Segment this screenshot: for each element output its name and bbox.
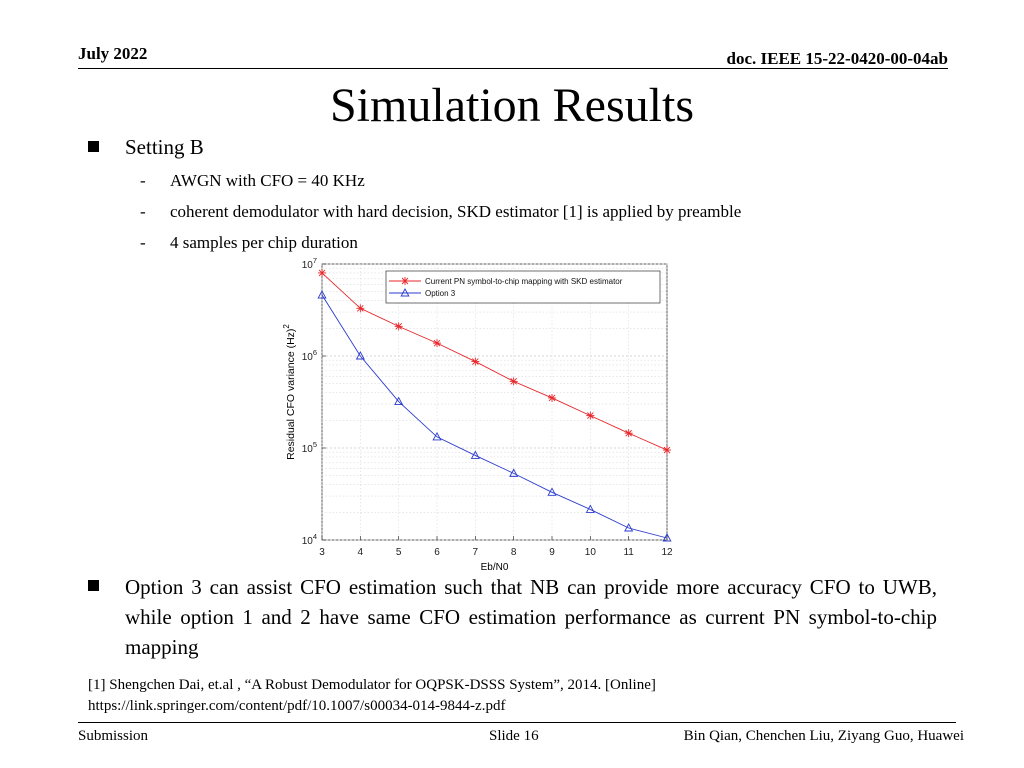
reference-citation: [1] Shengchen Dai, et.al , “A Robust Dem… — [88, 677, 656, 693]
star-stroke — [395, 323, 402, 330]
star-stroke — [510, 378, 517, 385]
series-group — [317, 268, 672, 542]
x-tick-label: 5 — [396, 547, 402, 558]
data-point-series-1 — [394, 322, 403, 331]
x-tick-label: 4 — [358, 547, 364, 558]
star-stroke — [401, 277, 409, 285]
x-tick-label: 7 — [473, 547, 479, 558]
header-divider — [78, 68, 948, 69]
x-tick-label: 11 — [623, 547, 634, 558]
x-tick-label: 3 — [319, 547, 325, 558]
star-stroke — [587, 412, 594, 419]
plot-area — [321, 263, 668, 541]
data-point-series-2 — [470, 450, 480, 459]
y-tick-exponent: 4 — [313, 532, 317, 541]
x-tick-label: 12 — [661, 547, 673, 558]
data-point-series-2 — [432, 431, 442, 441]
header-doc-id: doc. IEEE 15-22-0420-00-04ab — [726, 49, 948, 68]
y-tick-label: 105 — [302, 440, 317, 455]
data-point-series-2 — [394, 396, 404, 405]
y-tick-exponent: 7 — [313, 256, 317, 265]
data-point-series-2 — [355, 351, 365, 360]
data-point-series-1 — [663, 446, 671, 455]
footer-divider — [78, 722, 956, 723]
data-point-series-1 — [624, 429, 633, 438]
data-point-series-1 — [586, 411, 595, 420]
x-tick-label: 10 — [585, 547, 597, 558]
y-axis-label-text: Residual CFO variance (Hz) — [285, 329, 297, 460]
data-point-series-2 — [317, 290, 327, 299]
sub-item-samples: 4 samples per chip duration — [170, 233, 358, 252]
star-stroke — [357, 304, 364, 312]
star-stroke — [472, 358, 479, 365]
data-point-series-2 — [662, 533, 672, 542]
legend-label: Option 3 — [425, 289, 456, 298]
data-point-series-1 — [318, 268, 326, 277]
data-point-series-1 — [548, 393, 556, 402]
y-tick-label: 107 — [302, 256, 317, 271]
star-stroke — [433, 339, 441, 347]
legend-box — [385, 270, 661, 304]
legend-label: Current PN symbol-to-chip mapping with S… — [425, 277, 623, 286]
setting-bullet: Setting B — [125, 135, 204, 159]
chart-legend: Current PN symbol-to-chip mapping with S… — [385, 270, 661, 304]
x-tick-label: 8 — [511, 547, 517, 558]
series-line-2 — [321, 294, 668, 539]
star-stroke — [625, 429, 632, 437]
x-axis-label: Eb/N0 — [481, 562, 509, 573]
footer-slide-number: Slide 16 — [489, 728, 539, 744]
footer-authors: Bin Qian, Chenchen Liu, Ziyang Guo, Huaw… — [683, 728, 964, 744]
data-point-series-2 — [585, 504, 595, 513]
y-tick-base: 10 — [302, 260, 314, 271]
star-stroke — [663, 446, 671, 454]
footer-submission: Submission — [78, 728, 149, 744]
x-tick-label: 9 — [549, 547, 555, 558]
legend-marker — [400, 288, 410, 297]
y-axis-label-exponent: 2 — [282, 324, 291, 329]
reference-url[interactable]: https://link.springer.com/content/pdf/10… — [88, 698, 506, 714]
series-line-1 — [321, 272, 668, 451]
sub-item-awgn: AWGN with CFO = 40 KHz — [170, 171, 365, 190]
slide-title: Simulation Results — [329, 79, 695, 132]
data-point-series-2 — [509, 468, 519, 477]
y-tick-label: 106 — [302, 348, 317, 363]
square-bullet-icon — [88, 580, 99, 591]
y-tick-base: 10 — [302, 352, 314, 363]
dash-bullet: - — [140, 233, 146, 252]
header-date: July 2022 — [78, 44, 148, 63]
cfo-variance-chart: 3 4 5 6 7 8 9 10 11 12 107 106 105 104 Current PN sym… — [280, 255, 700, 577]
y-tick-exponent: 6 — [313, 348, 317, 357]
y-tick-base: 10 — [302, 536, 314, 547]
star-stroke — [318, 269, 326, 277]
y-tick-exponent: 5 — [313, 440, 317, 449]
legend-marker — [401, 277, 409, 285]
y-axis-label: Residual CFO variance (Hz)2 — [282, 324, 297, 460]
data-point-series-1 — [356, 304, 365, 313]
y-tick-base: 10 — [302, 444, 314, 455]
sub-item-demodulator: coherent demodulator with hard decision,… — [170, 202, 742, 221]
dash-bullet: - — [140, 202, 146, 221]
star-stroke — [548, 394, 556, 402]
square-bullet-icon — [88, 141, 99, 152]
data-point-series-2 — [624, 523, 634, 532]
data-point-series-2 — [547, 487, 557, 496]
data-point-series-1 — [433, 339, 441, 348]
y-tick-label: 104 — [302, 532, 317, 547]
data-point-series-1 — [509, 377, 518, 386]
conclusion-bullet: Option 3 can assist CFO estimation such … — [125, 575, 937, 659]
dash-bullet: - — [140, 171, 146, 190]
x-tick-label: 6 — [434, 547, 440, 558]
data-point-series-1 — [471, 357, 480, 366]
